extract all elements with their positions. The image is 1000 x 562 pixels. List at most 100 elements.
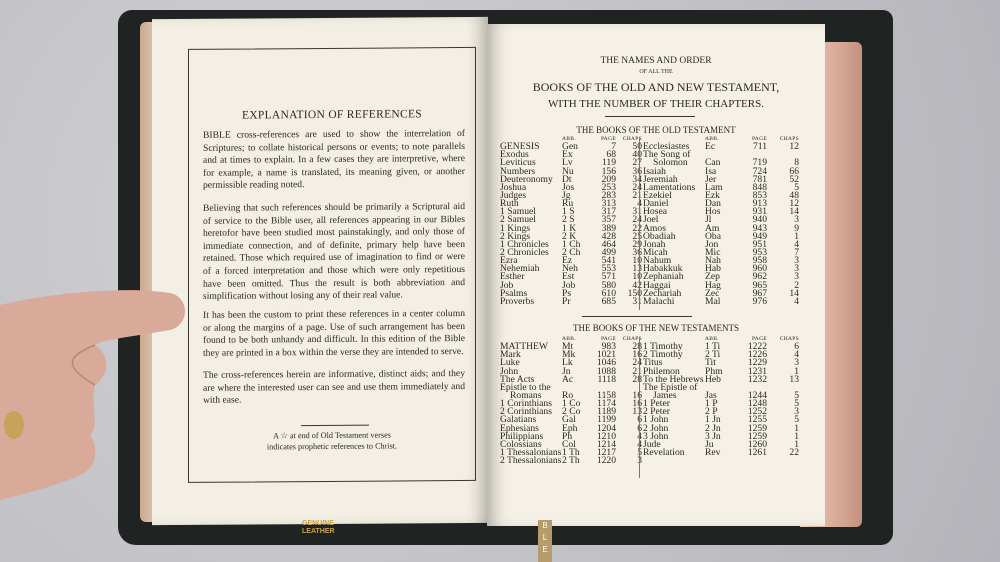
- table-row: Solomon Can 719 8: [643, 158, 813, 168]
- book-name: Luke: [500, 357, 520, 369]
- book-name: Amos: [643, 222, 666, 234]
- abbreviation: Dt: [562, 173, 572, 185]
- table-row: 2 Samuel 2 S 357 24: [500, 215, 645, 225]
- page-number: 156: [601, 165, 616, 177]
- chapter-count: 1: [794, 430, 799, 442]
- book-name: Obadiah: [643, 230, 676, 242]
- page-number: 1226: [747, 349, 767, 361]
- table-row: Titus Tit 1229 3: [643, 357, 813, 369]
- book-name: 1 Peter: [643, 398, 670, 410]
- chapter-count: 10: [632, 255, 642, 267]
- chapter-count: 29: [632, 238, 642, 250]
- chapter-count: 3: [794, 271, 799, 283]
- chapter-count: 22: [789, 446, 799, 458]
- abbreviation: Dan: [705, 198, 721, 210]
- book-name: 2 John: [643, 422, 669, 434]
- header-chaps: CHAPS: [779, 136, 799, 142]
- book-name: 1 Timothy: [643, 341, 683, 353]
- page-number: 1046: [596, 357, 616, 369]
- book-name: Revelation: [643, 446, 685, 458]
- book-name: Ezra: [500, 255, 518, 267]
- abbreviation: Mk: [562, 349, 576, 361]
- chapter-count: 5: [794, 389, 799, 401]
- footnote: A ☆ at end of Old Testament verses indic…: [189, 430, 475, 453]
- column-divider: [639, 338, 640, 478]
- abbreviation: Mt: [562, 341, 574, 353]
- book-name: Habakkuk: [643, 263, 683, 275]
- book-name: Philippians: [500, 430, 544, 442]
- book-name: Job: [500, 279, 514, 291]
- page-number: 68: [606, 149, 616, 161]
- book-name: Malachi: [643, 295, 675, 307]
- title-line: THE NAMES AND ORDER: [600, 56, 712, 66]
- chapter-count: 12: [789, 198, 799, 210]
- header-abb: ABB.: [562, 136, 576, 142]
- table-row: 1 Peter 1 P 1248 5: [643, 398, 813, 410]
- chapter-count: 5: [794, 181, 799, 193]
- chapter-count: 50: [632, 141, 642, 153]
- table-header: ABB. PAGE CHAPS: [643, 135, 813, 143]
- table-row: Jeremiah Jer 781 52: [643, 173, 813, 185]
- page-number: 943: [752, 222, 767, 234]
- paragraph: BIBLE cross-references are used to show …: [203, 127, 465, 192]
- table-row: Philemon Phm 1231 1: [643, 366, 813, 376]
- page-number: 965: [752, 279, 767, 291]
- table-row: James Jas 1244 5: [643, 389, 813, 401]
- chapter-count: 1: [794, 230, 799, 242]
- book-name: 2 Kings: [500, 230, 531, 242]
- abbreviation: Ez: [562, 255, 573, 267]
- page-number: 283: [601, 189, 616, 201]
- divider: [605, 116, 695, 118]
- table-row: Habakkuk Hab 960 3: [643, 263, 813, 275]
- chapter-count: 21: [632, 189, 642, 201]
- page-number: 1214: [596, 438, 616, 450]
- table-row: Hosea Hos 931 14: [643, 206, 813, 218]
- footnote-line: indicates prophetic references to Christ…: [266, 440, 398, 451]
- table-row: Epistle to the: [500, 382, 645, 392]
- nt-table-right: ABB. PAGE CHAPS 1 Timothy 1 Ti 1222 6 2 Timothy…: [643, 336, 813, 458]
- page-number: 1021: [596, 349, 616, 361]
- header-abb: ABB.: [705, 336, 719, 342]
- abbreviation: 1 S: [562, 206, 575, 218]
- abbreviation: 2 Co: [562, 406, 581, 418]
- abbreviation: Ex: [562, 149, 573, 161]
- ribbon-bookmark[interactable]: B L E: [538, 520, 552, 562]
- abbreviation: Jl: [705, 214, 712, 226]
- chapter-count: 28: [632, 341, 642, 353]
- page-number: 1232: [747, 373, 767, 385]
- abbreviation: Jg: [562, 189, 571, 201]
- table-header: ABB. PAGE CHAPS: [643, 335, 813, 343]
- page-number: 1088: [596, 365, 616, 377]
- page-number: 848: [752, 181, 767, 193]
- chapter-count: 150: [627, 287, 642, 299]
- book-name: Ecclesiastes: [643, 141, 690, 153]
- table-row: Jonah Jon 951 4: [643, 238, 813, 250]
- abbreviation: Zep: [705, 271, 720, 283]
- book-name: Nehemiah: [500, 263, 540, 275]
- table-header: ABB. PAGE CHAPS: [500, 135, 645, 143]
- book-name: Proverbs: [500, 295, 535, 307]
- page-number: 983: [601, 341, 616, 353]
- abbreviation: Ph: [562, 430, 573, 442]
- book-name: Zechariah: [643, 287, 682, 299]
- abbreviation: Nah: [705, 255, 721, 267]
- book-name: 1 Samuel: [500, 206, 536, 218]
- page-number: 1229: [747, 357, 767, 369]
- table-row: The Song of: [643, 150, 813, 160]
- abbreviation: Eph: [562, 422, 578, 434]
- page-number: 951: [752, 238, 767, 250]
- abbreviation: Hag: [705, 279, 721, 291]
- table-row: Leviticus Lv 119 27: [500, 158, 645, 168]
- page-number: 7: [611, 141, 616, 153]
- table-row: Zechariah Zec 967 14: [643, 287, 813, 299]
- abbreviation: Mic: [705, 246, 721, 258]
- chapter-count: 48: [789, 189, 799, 201]
- header-page: PAGE: [600, 336, 616, 342]
- page-frame: EXPLANATION OF REFERENCES BIBLE cross-re…: [188, 46, 476, 483]
- chapter-count: 14: [789, 206, 799, 218]
- book-name: Jeremiah: [643, 173, 678, 185]
- paragraph: It has been the custom to print these re…: [203, 307, 465, 359]
- book-name: GENESIS: [500, 141, 540, 153]
- page-number: 209: [601, 173, 616, 185]
- page-number: 499: [601, 246, 616, 258]
